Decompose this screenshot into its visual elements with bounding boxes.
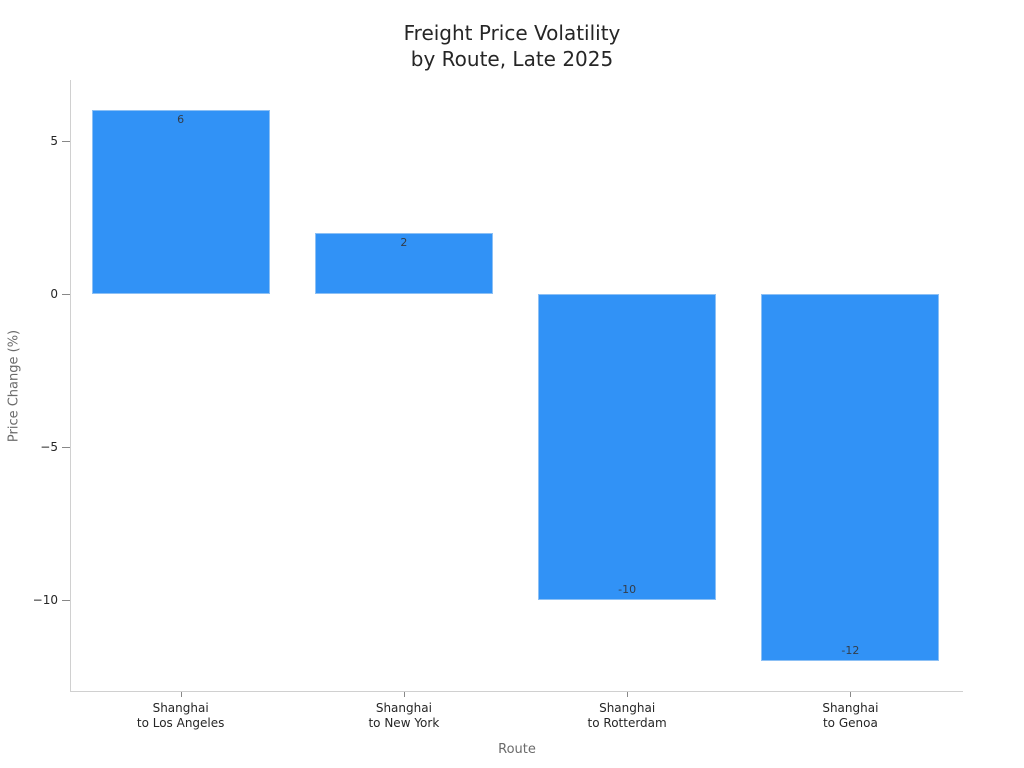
- x-tick-mark: [627, 692, 629, 697]
- bar: [314, 232, 493, 294]
- y-tick-label: −10: [32, 593, 58, 607]
- x-tick-label-line: Shanghai: [152, 701, 209, 715]
- x-tick-label-line: to Rotterdam: [587, 716, 667, 730]
- x-tick-label-line: Shanghai: [375, 701, 432, 715]
- y-tick-mark: [62, 600, 70, 601]
- bar: [91, 110, 270, 294]
- y-tick-mark: [62, 294, 70, 295]
- x-tick-label: Shanghai to New York: [304, 701, 504, 731]
- chart-title-line-2: by Route, Late 2025: [410, 47, 614, 71]
- y-axis-label: Price Change (%): [6, 329, 22, 443]
- chart-title-line-1: Freight Price Volatility: [403, 21, 621, 45]
- bar-value-label: -10: [618, 583, 637, 596]
- x-tick-mark: [180, 692, 182, 697]
- bar-value-label: 2: [400, 235, 408, 249]
- bar: [761, 294, 940, 662]
- y-tick-label: 0: [50, 287, 58, 301]
- x-tick-label-line: to Los Angeles: [136, 716, 225, 730]
- chart-title: Freight Price Volatility by Route, Late …: [0, 20, 1024, 72]
- x-tick-label: Shanghai to Genoa: [750, 701, 950, 731]
- x-tick-mark: [850, 692, 852, 697]
- x-axis-line: [70, 691, 963, 692]
- y-tick-label: −5: [40, 440, 58, 454]
- y-tick-mark: [62, 447, 70, 448]
- y-tick-label: 5: [50, 134, 58, 148]
- x-axis-label: Route: [498, 742, 536, 757]
- x-tick-mark: [403, 692, 405, 697]
- y-tick-mark: [62, 141, 70, 142]
- x-tick-label-line: Shanghai: [599, 701, 656, 715]
- y-axis-line: [70, 80, 71, 692]
- x-tick-label-line: to New York: [368, 716, 440, 730]
- x-tick-label: Shanghai to Los Angeles: [81, 701, 281, 731]
- x-tick-label: Shanghai to Rotterdam: [527, 701, 727, 731]
- bar-value-label: -12: [841, 644, 860, 658]
- bar-value-label: 6: [177, 113, 185, 127]
- x-tick-label-line: to Genoa: [822, 716, 878, 730]
- bar: [538, 294, 717, 600]
- x-tick-label-line: Shanghai: [822, 701, 879, 715]
